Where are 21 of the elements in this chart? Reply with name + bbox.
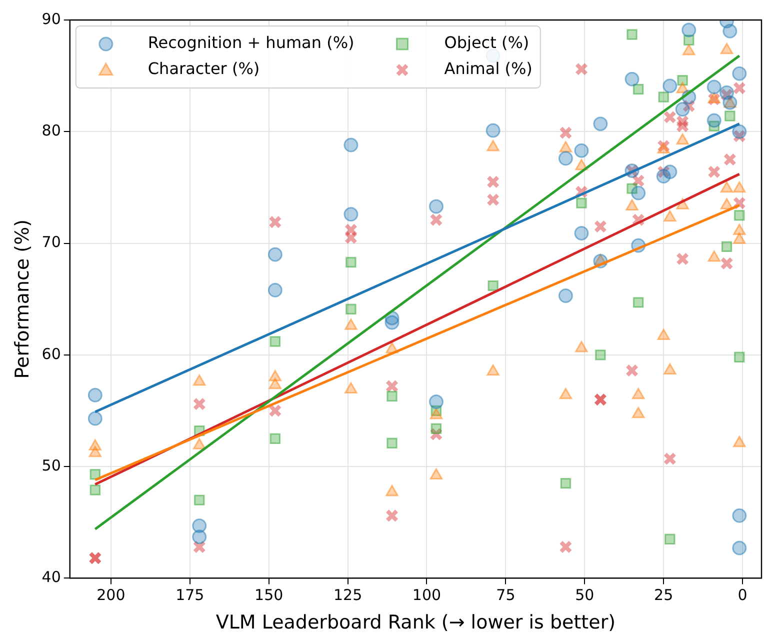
x-tick-label: 75 [496, 586, 516, 604]
x-tick-label: 100 [412, 586, 442, 604]
x-tick-label: 125 [333, 586, 362, 604]
x-tick-label: 150 [254, 586, 284, 604]
y-tick-label: 40 [42, 568, 61, 586]
x-tick-label: 200 [96, 586, 126, 604]
y-tick-label: 50 [42, 456, 61, 474]
x-tick-label: 50 [575, 586, 594, 604]
x-tick-label: 25 [654, 586, 674, 604]
y-axis-title: Performance (%) [11, 219, 34, 379]
legend-label: Animal (%) [444, 59, 532, 78]
legend-label: Recognition + human (%) [148, 33, 354, 52]
legend-label: Object (%) [444, 33, 530, 52]
y-tick-label: 90 [42, 10, 61, 28]
y-tick-label: 80 [42, 122, 61, 140]
x-tick-label: 175 [176, 586, 204, 604]
y-tick-label: 60 [42, 344, 61, 363]
y-tick-label: 70 [42, 233, 61, 252]
legend-label: Character (%) [148, 59, 260, 78]
x-tick-label: 0 [738, 586, 748, 604]
x-axis-title: VLM Leaderboard Rank (→ lower is better) [216, 612, 616, 634]
